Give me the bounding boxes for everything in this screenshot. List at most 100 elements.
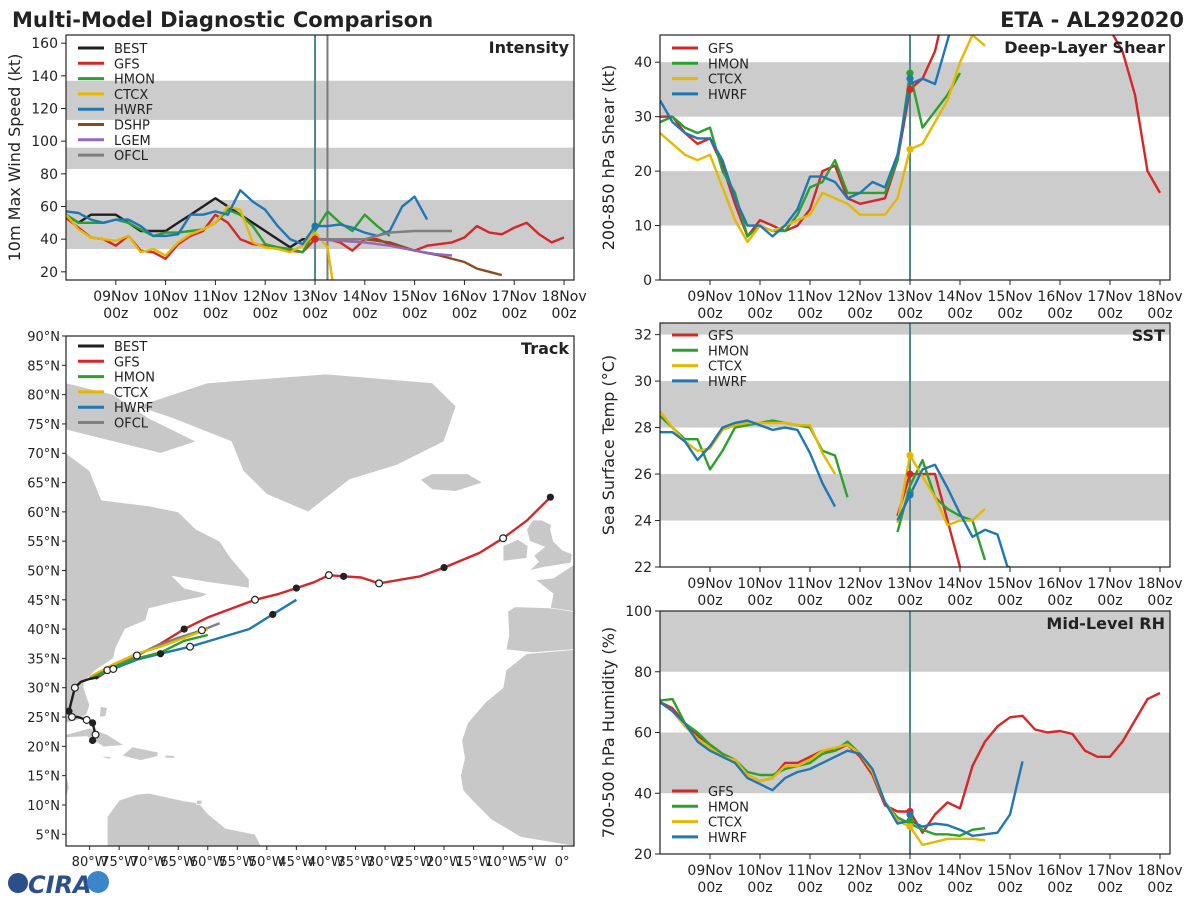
- shear-ylabel: 200-850 hPa Shear (kt): [599, 65, 618, 251]
- intensity-xtick-label: 00z: [452, 306, 477, 322]
- shear-legend-label-hmon: HMON: [708, 57, 749, 72]
- sst-ylabel: Sea Surface Temp (°C): [599, 355, 618, 535]
- track-point-filled-best: [88, 719, 97, 727]
- intensity-xtick-label: 00z: [352, 306, 377, 322]
- track-lat-label: 85°N: [27, 359, 60, 374]
- sst-xtick-label: 13Nov: [887, 576, 932, 592]
- figure-title: Multi-Model Diagnostic Comparison: [12, 8, 433, 32]
- sst-title: SST: [1132, 326, 1165, 345]
- track-lon-label: 10°W: [485, 855, 521, 870]
- track-legend-label-best: BEST: [114, 340, 147, 355]
- shear-legend-label-gfs: GFS: [708, 42, 734, 57]
- rh-xtick-label: 00z: [1147, 880, 1172, 896]
- intensity-ylabel: 10m Max Wind Speed (kt): [5, 54, 24, 262]
- track-legend-label-ofcl: OFCL: [114, 417, 149, 432]
- track-point-open-gfs: [251, 595, 260, 604]
- track-lon-label: 20°W: [426, 855, 462, 870]
- track-point-open-gfs: [132, 651, 141, 660]
- logo-swirl-icon: [87, 871, 109, 893]
- sst-marker-gfs: [906, 470, 914, 478]
- shear-marker-hmon: [906, 69, 914, 77]
- track-lon-label: 50°W: [249, 855, 285, 870]
- shear-marker-gfs: [906, 85, 914, 94]
- ireland-landmass: [502, 539, 529, 562]
- rh-series-hmon: [660, 697, 986, 837]
- rh-xtick-label: 00z: [747, 880, 772, 896]
- shear-xtick-label: 00z: [1097, 306, 1122, 322]
- sst-ytick-label: 26: [634, 467, 652, 483]
- rh-xtick-label: 12Nov: [837, 863, 882, 879]
- rh-plot-area: [660, 611, 1170, 854]
- sst-xtick-label: 00z: [797, 593, 822, 609]
- intensity-xtick-label: 17Nov: [492, 289, 537, 305]
- shear-title: Deep-Layer Shear: [1004, 38, 1165, 57]
- track-lat-label: 70°N: [27, 447, 60, 462]
- shear-legend-label-hwrf: HWRF: [708, 88, 747, 103]
- track-lat-label: 30°N: [27, 682, 60, 697]
- track-point-filled-gfs: [440, 563, 448, 572]
- cira-logo: CIRA: [8, 871, 109, 899]
- track-point-filled-hwrf: [269, 610, 277, 619]
- intensity-xtick-label: 00z: [153, 306, 178, 322]
- shear-xtick-label: 15Nov: [987, 289, 1032, 305]
- track-lat-label: 80°N: [27, 389, 60, 404]
- intensity-legend-label-best: BEST: [114, 42, 147, 57]
- sst-legend-label-hmon: HMON: [708, 344, 749, 359]
- rh-panel: 2040608010009Nov00z10Nov00z11Nov00z12Nov…: [599, 604, 1183, 896]
- intensity-xtick-label: 00z: [103, 306, 128, 322]
- sst-ytick-label: 32: [634, 328, 652, 344]
- shear-xtick-label: 00z: [1147, 306, 1172, 322]
- storm-id: ETA - AL292020: [1000, 8, 1184, 32]
- track-lon-label: 0°: [555, 855, 570, 870]
- sst-marker-hwrf: [906, 491, 914, 499]
- intensity-legend-label-ofcl: OFCL: [114, 149, 149, 164]
- sst-series-hwrf-1: [896, 463, 1010, 567]
- track-point-open-best: [70, 683, 79, 692]
- rh-xtick-label: 17Nov: [1087, 863, 1132, 879]
- sst-panel: 22242628303209Nov00z10Nov00z11Nov00z12No…: [599, 322, 1183, 609]
- iceland-landmass: [419, 473, 484, 492]
- sst-xtick-label: 10Nov: [737, 576, 782, 592]
- rh-xtick-label: 14Nov: [937, 863, 982, 879]
- sst-ytick-label: 30: [634, 374, 652, 390]
- intensity-xtick-label: 00z: [551, 306, 576, 322]
- track-frame: [65, 335, 575, 847]
- shear-xtick-label: 00z: [747, 306, 772, 322]
- central-america-landmass: [66, 772, 70, 846]
- sst-xtick-label: 00z: [1097, 593, 1122, 609]
- sst-ytick-label: 22: [634, 560, 652, 576]
- shear-xtick-label: 00z: [847, 306, 872, 322]
- shear-xtick-label: 10Nov: [737, 289, 782, 305]
- sst-xtick-label: 00z: [847, 593, 872, 609]
- sst-xtick-label: 12Nov: [837, 576, 882, 592]
- rh-xtick-label: 09Nov: [687, 863, 732, 879]
- intensity-frame: [65, 34, 575, 281]
- sst-xtick-label: 14Nov: [937, 576, 982, 592]
- sst-xtick-label: 15Nov: [987, 576, 1032, 592]
- rh-xtick-label: 00z: [847, 880, 872, 896]
- rh-ytick-label: 100: [625, 604, 652, 620]
- rh-legend-label-hwrf: HWRF: [708, 831, 747, 846]
- track-lat-label: 10°N: [27, 799, 60, 814]
- intensity-series-best: [66, 197, 328, 249]
- rh-ytick-label: 80: [634, 665, 652, 681]
- sst-band-2: [660, 323, 1170, 335]
- rh-xtick-label: 00z: [897, 880, 922, 896]
- sst-xtick-label: 00z: [997, 593, 1022, 609]
- intensity-legend-label-ctcx: CTCX: [114, 88, 148, 103]
- sst-series-ctcx-1: [896, 454, 986, 527]
- intensity-xtick-label: 12Nov: [243, 289, 288, 305]
- intensity-ytick-label: 20: [40, 265, 58, 281]
- track-lat-label: 55°N: [27, 535, 60, 550]
- rh-xtick-label: 00z: [1047, 880, 1072, 896]
- track-lat-label: 75°N: [27, 418, 60, 433]
- intensity-xtick-label: 14Nov: [342, 289, 387, 305]
- africa-landmass: [460, 649, 574, 846]
- intensity-ytick-label: 140: [31, 69, 58, 85]
- intensity-series-lgem: [314, 238, 453, 257]
- track-lat-label: 20°N: [27, 740, 60, 755]
- track-point-open-hwrf: [109, 664, 118, 673]
- sst-legend-label-hwrf: HWRF: [708, 375, 747, 390]
- track-lon-label: 45°W: [278, 855, 314, 870]
- intensity-marker-gfs: [311, 235, 319, 243]
